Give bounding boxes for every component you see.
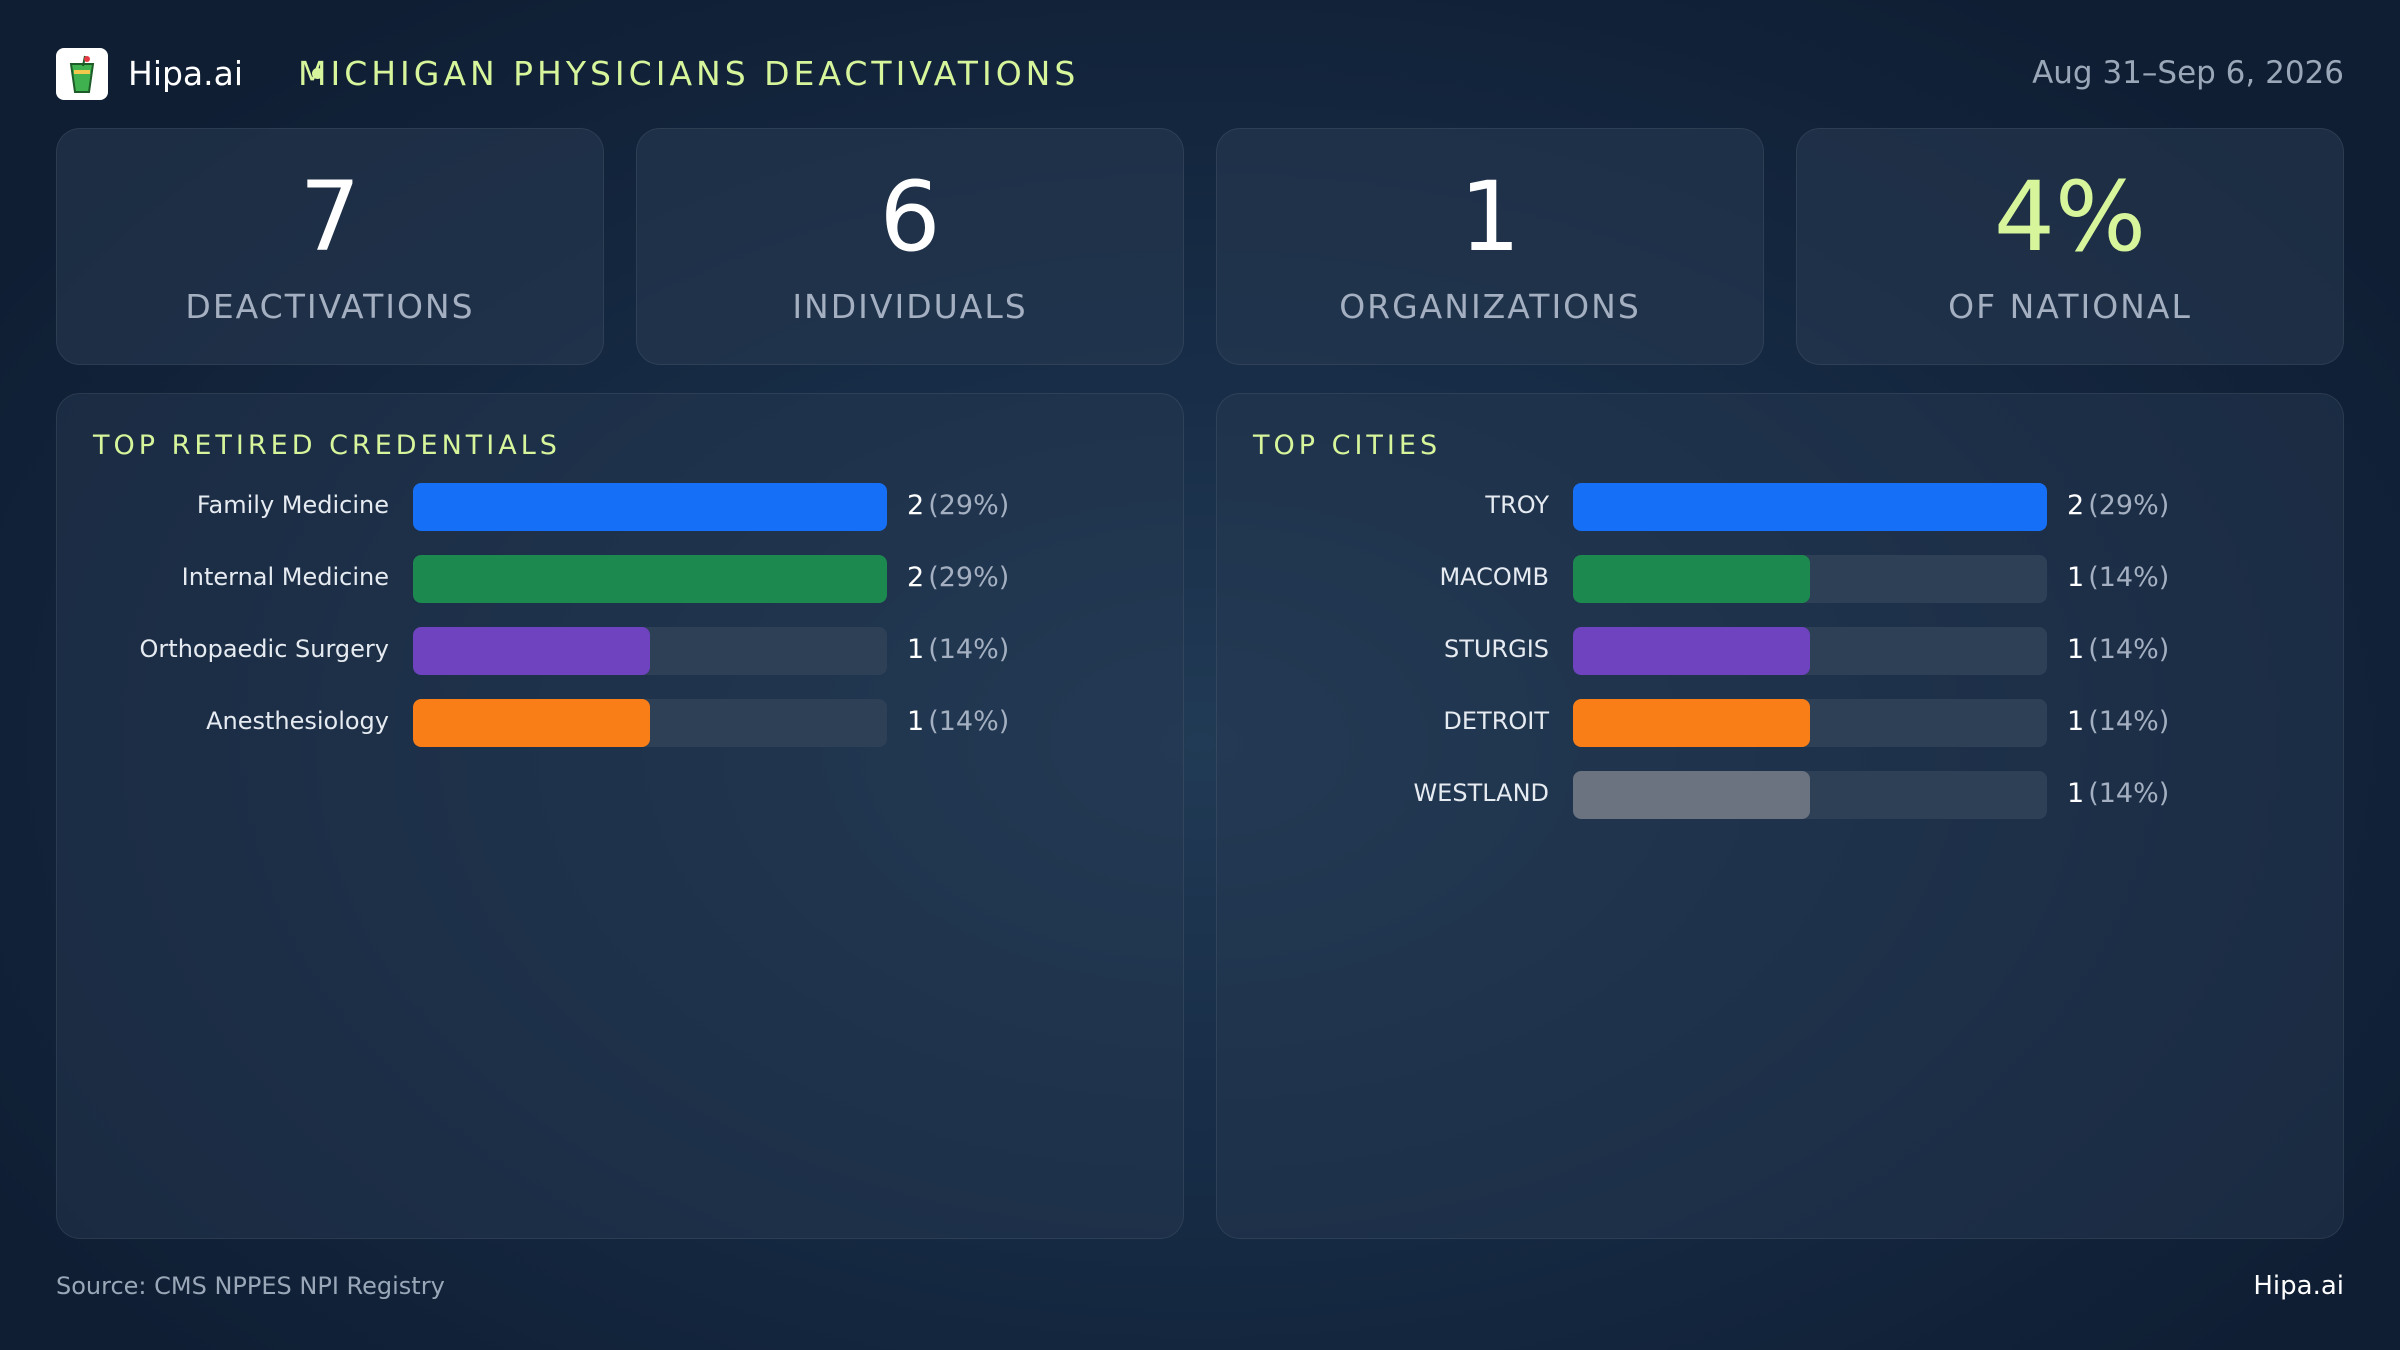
bar-percent: (14%): [2088, 778, 2170, 809]
bar-value-label: 1 (14%): [2067, 778, 2169, 809]
chart-panel-credentials: TOP RETIRED CREDENTIALS Family Medicine 2…: [56, 393, 1184, 1239]
bar-category-label: Anesthesiology: [206, 707, 389, 735]
bar-category-label: MACOMB: [1439, 563, 1549, 591]
bar: [413, 483, 887, 531]
stat-label: ORGANIZATIONS: [1339, 287, 1641, 326]
bar-value: 2: [907, 490, 925, 521]
source-note: Source: CMS NPPES NPI Registry: [56, 1272, 445, 1300]
bar-row: MACOMB 1 (14%): [1217, 553, 2343, 603]
bar-track: [1573, 483, 2047, 531]
footer-brand: Hipa.ai: [2253, 1271, 2344, 1301]
bar-category-label: WESTLAND: [1413, 779, 1549, 807]
stat-value: 6: [879, 161, 941, 273]
bar: [413, 627, 650, 675]
bar-category-label: Orthopaedic Surgery: [139, 635, 389, 663]
bar-value-label: 1 (14%): [2067, 634, 2169, 665]
bar: [413, 555, 887, 603]
stat-value: 4%: [1993, 161, 2147, 273]
stat-label: DEACTIVATIONS: [185, 287, 475, 326]
date-range: Aug 31–Sep 6, 2026: [2032, 55, 2344, 91]
stat-card-deactivations: 7 DEACTIVATIONS: [56, 128, 604, 365]
bar: [1573, 627, 1810, 675]
bar-percent: (29%): [928, 562, 1010, 593]
bar-value-label: 2 (29%): [2067, 490, 2169, 521]
bar-value: 1: [2067, 706, 2085, 737]
stat-card-organizations: 1 ORGANIZATIONS: [1216, 128, 1764, 365]
bar-category-label: DETROIT: [1443, 707, 1549, 735]
bar-value: 1: [907, 706, 925, 737]
bar-row: Family Medicine 2 (29%): [57, 481, 1183, 531]
bar-value-label: 1 (14%): [2067, 706, 2169, 737]
bar-value: 1: [2067, 634, 2085, 665]
bar: [413, 699, 650, 747]
title-separator-dot: [312, 68, 323, 79]
chart-title: TOP CITIES: [1253, 430, 1442, 461]
bar-track: [413, 483, 887, 531]
bar-track: [413, 627, 887, 675]
bar-percent: (14%): [2088, 634, 2170, 665]
chart-panel-cities: TOP CITIES TROY 2 (29%) MACOMB 1 (14%) STURGIS…: [1216, 393, 2344, 1239]
bar-value: 2: [907, 562, 925, 593]
bar-track: [1573, 627, 2047, 675]
bar-track: [413, 555, 887, 603]
bar-percent: (14%): [2088, 562, 2170, 593]
cocktail-glass-icon: [56, 48, 108, 100]
bar: [1573, 699, 1810, 747]
bar-value-label: 1 (14%): [907, 634, 1009, 665]
bar-row: WESTLAND 1 (14%): [1217, 769, 2343, 819]
bar-value-label: 2 (29%): [907, 490, 1009, 521]
bar-value-label: 1 (14%): [2067, 562, 2169, 593]
stat-label: INDIVIDUALS: [792, 287, 1028, 326]
bar-track: [1573, 555, 2047, 603]
stat-card-individuals: 6 INDIVIDUALS: [636, 128, 1184, 365]
header: Hipa.ai MICHIGAN PHYSICIANS DEACTIVATION…: [56, 46, 2344, 102]
bar-track: [1573, 771, 2047, 819]
bar-row: DETROIT 1 (14%): [1217, 697, 2343, 747]
bar-value-label: 1 (14%): [907, 706, 1009, 737]
bar-percent: (14%): [928, 634, 1010, 665]
bar-percent: (29%): [2088, 490, 2170, 521]
bar-value: 1: [2067, 562, 2085, 593]
bar: [1573, 555, 1810, 603]
bar-category-label: TROY: [1485, 491, 1549, 519]
bar-category-label: Family Medicine: [196, 491, 389, 519]
stat-value: 7: [299, 161, 361, 273]
bar-value: 2: [2067, 490, 2085, 521]
bar-track: [1573, 699, 2047, 747]
brand-name: Hipa.ai: [128, 54, 244, 93]
bar-track: [413, 699, 887, 747]
bar-row: STURGIS 1 (14%): [1217, 625, 2343, 675]
stat-label: OF NATIONAL: [1948, 287, 2192, 326]
bar-row: Anesthesiology 1 (14%): [57, 697, 1183, 747]
bar-percent: (14%): [928, 706, 1010, 737]
bar-row: Orthopaedic Surgery 1 (14%): [57, 625, 1183, 675]
bar-row: Internal Medicine 2 (29%): [57, 553, 1183, 603]
bar: [1573, 771, 1810, 819]
bar-row: TROY 2 (29%): [1217, 481, 2343, 531]
page-title: MICHIGAN PHYSICIANS DEACTIVATIONS: [298, 54, 1080, 93]
bar-value: 1: [2067, 778, 2085, 809]
bar-category-label: STURGIS: [1443, 635, 1549, 663]
stat-card-of-national: 4% OF NATIONAL: [1796, 128, 2344, 365]
bar-percent: (14%): [2088, 706, 2170, 737]
bar-value-label: 2 (29%): [907, 562, 1009, 593]
bar: [1573, 483, 2047, 531]
stat-value: 1: [1459, 161, 1521, 273]
bar-value: 1: [907, 634, 925, 665]
bar-percent: (29%): [928, 490, 1010, 521]
bar-category-label: Internal Medicine: [181, 563, 389, 591]
chart-title: TOP RETIRED CREDENTIALS: [93, 430, 561, 461]
